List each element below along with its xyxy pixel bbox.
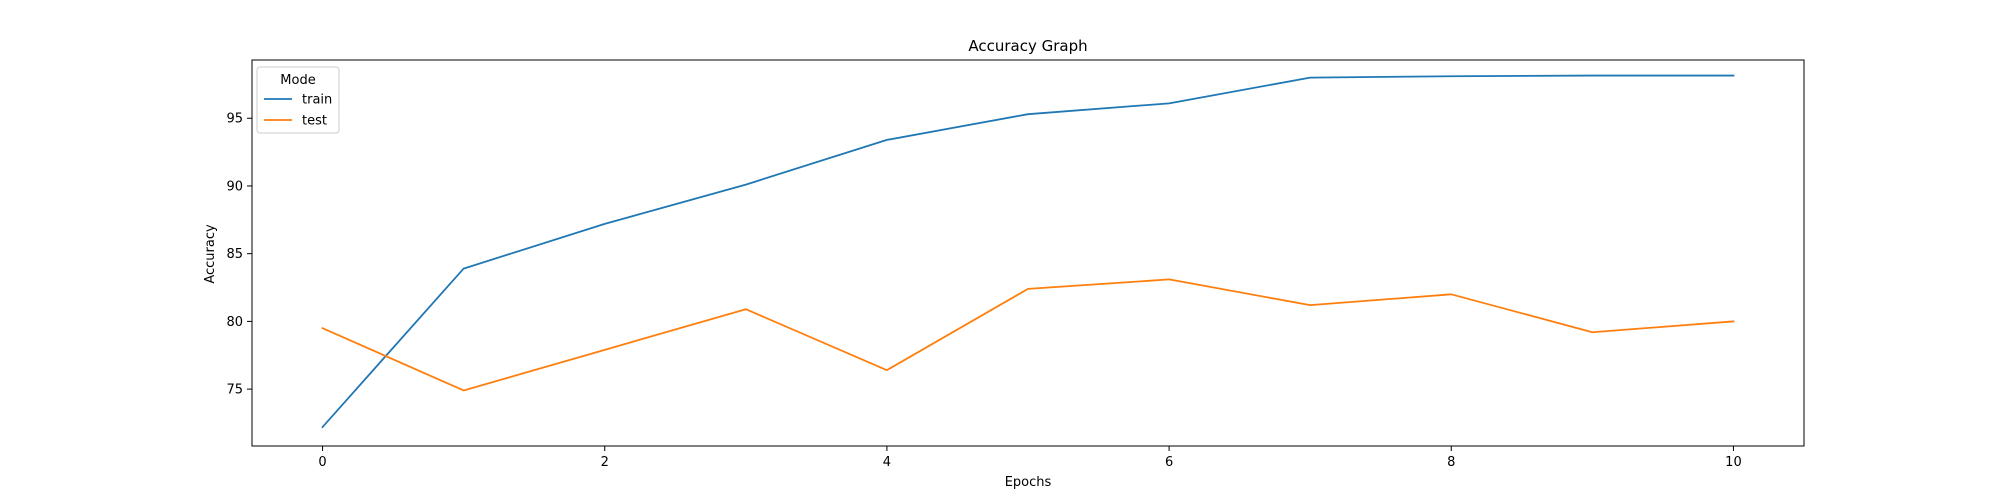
x-tick-label: 8 (1447, 455, 1455, 470)
legend-title: Mode (280, 73, 315, 88)
y-tick-label: 95 (226, 112, 243, 127)
legend-box (256, 66, 340, 134)
y-tick-label: 75 (226, 383, 243, 398)
x-tick-label: 4 (883, 455, 891, 470)
axes-frame (251, 59, 1805, 447)
series-line-train (321, 74, 1735, 429)
y-axis-label: Accuracy (203, 224, 218, 284)
legend-label-test: test (302, 114, 327, 129)
legend: Mode train test (256, 66, 340, 134)
series-line-test (321, 278, 1735, 392)
y-tick-label: 80 (226, 315, 243, 330)
chart-title: Accuracy Graph (968, 37, 1087, 55)
legend-label-train: train (302, 93, 332, 108)
legend-entries: train test (264, 93, 332, 129)
y-axis-ticks: 75 80 85 90 95 (226, 112, 252, 398)
x-tick-label: 6 (1165, 455, 1173, 470)
x-axis-label: Epochs (1005, 475, 1052, 490)
x-tick-label: 0 (318, 455, 326, 470)
x-axis-ticks: 0 2 4 6 8 10 (318, 446, 1742, 470)
x-tick-label: 10 (1725, 455, 1742, 470)
y-tick-label: 90 (226, 179, 243, 194)
y-tick-label: 85 (226, 247, 243, 262)
x-tick-label: 2 (601, 455, 609, 470)
plot-area (321, 74, 1735, 429)
